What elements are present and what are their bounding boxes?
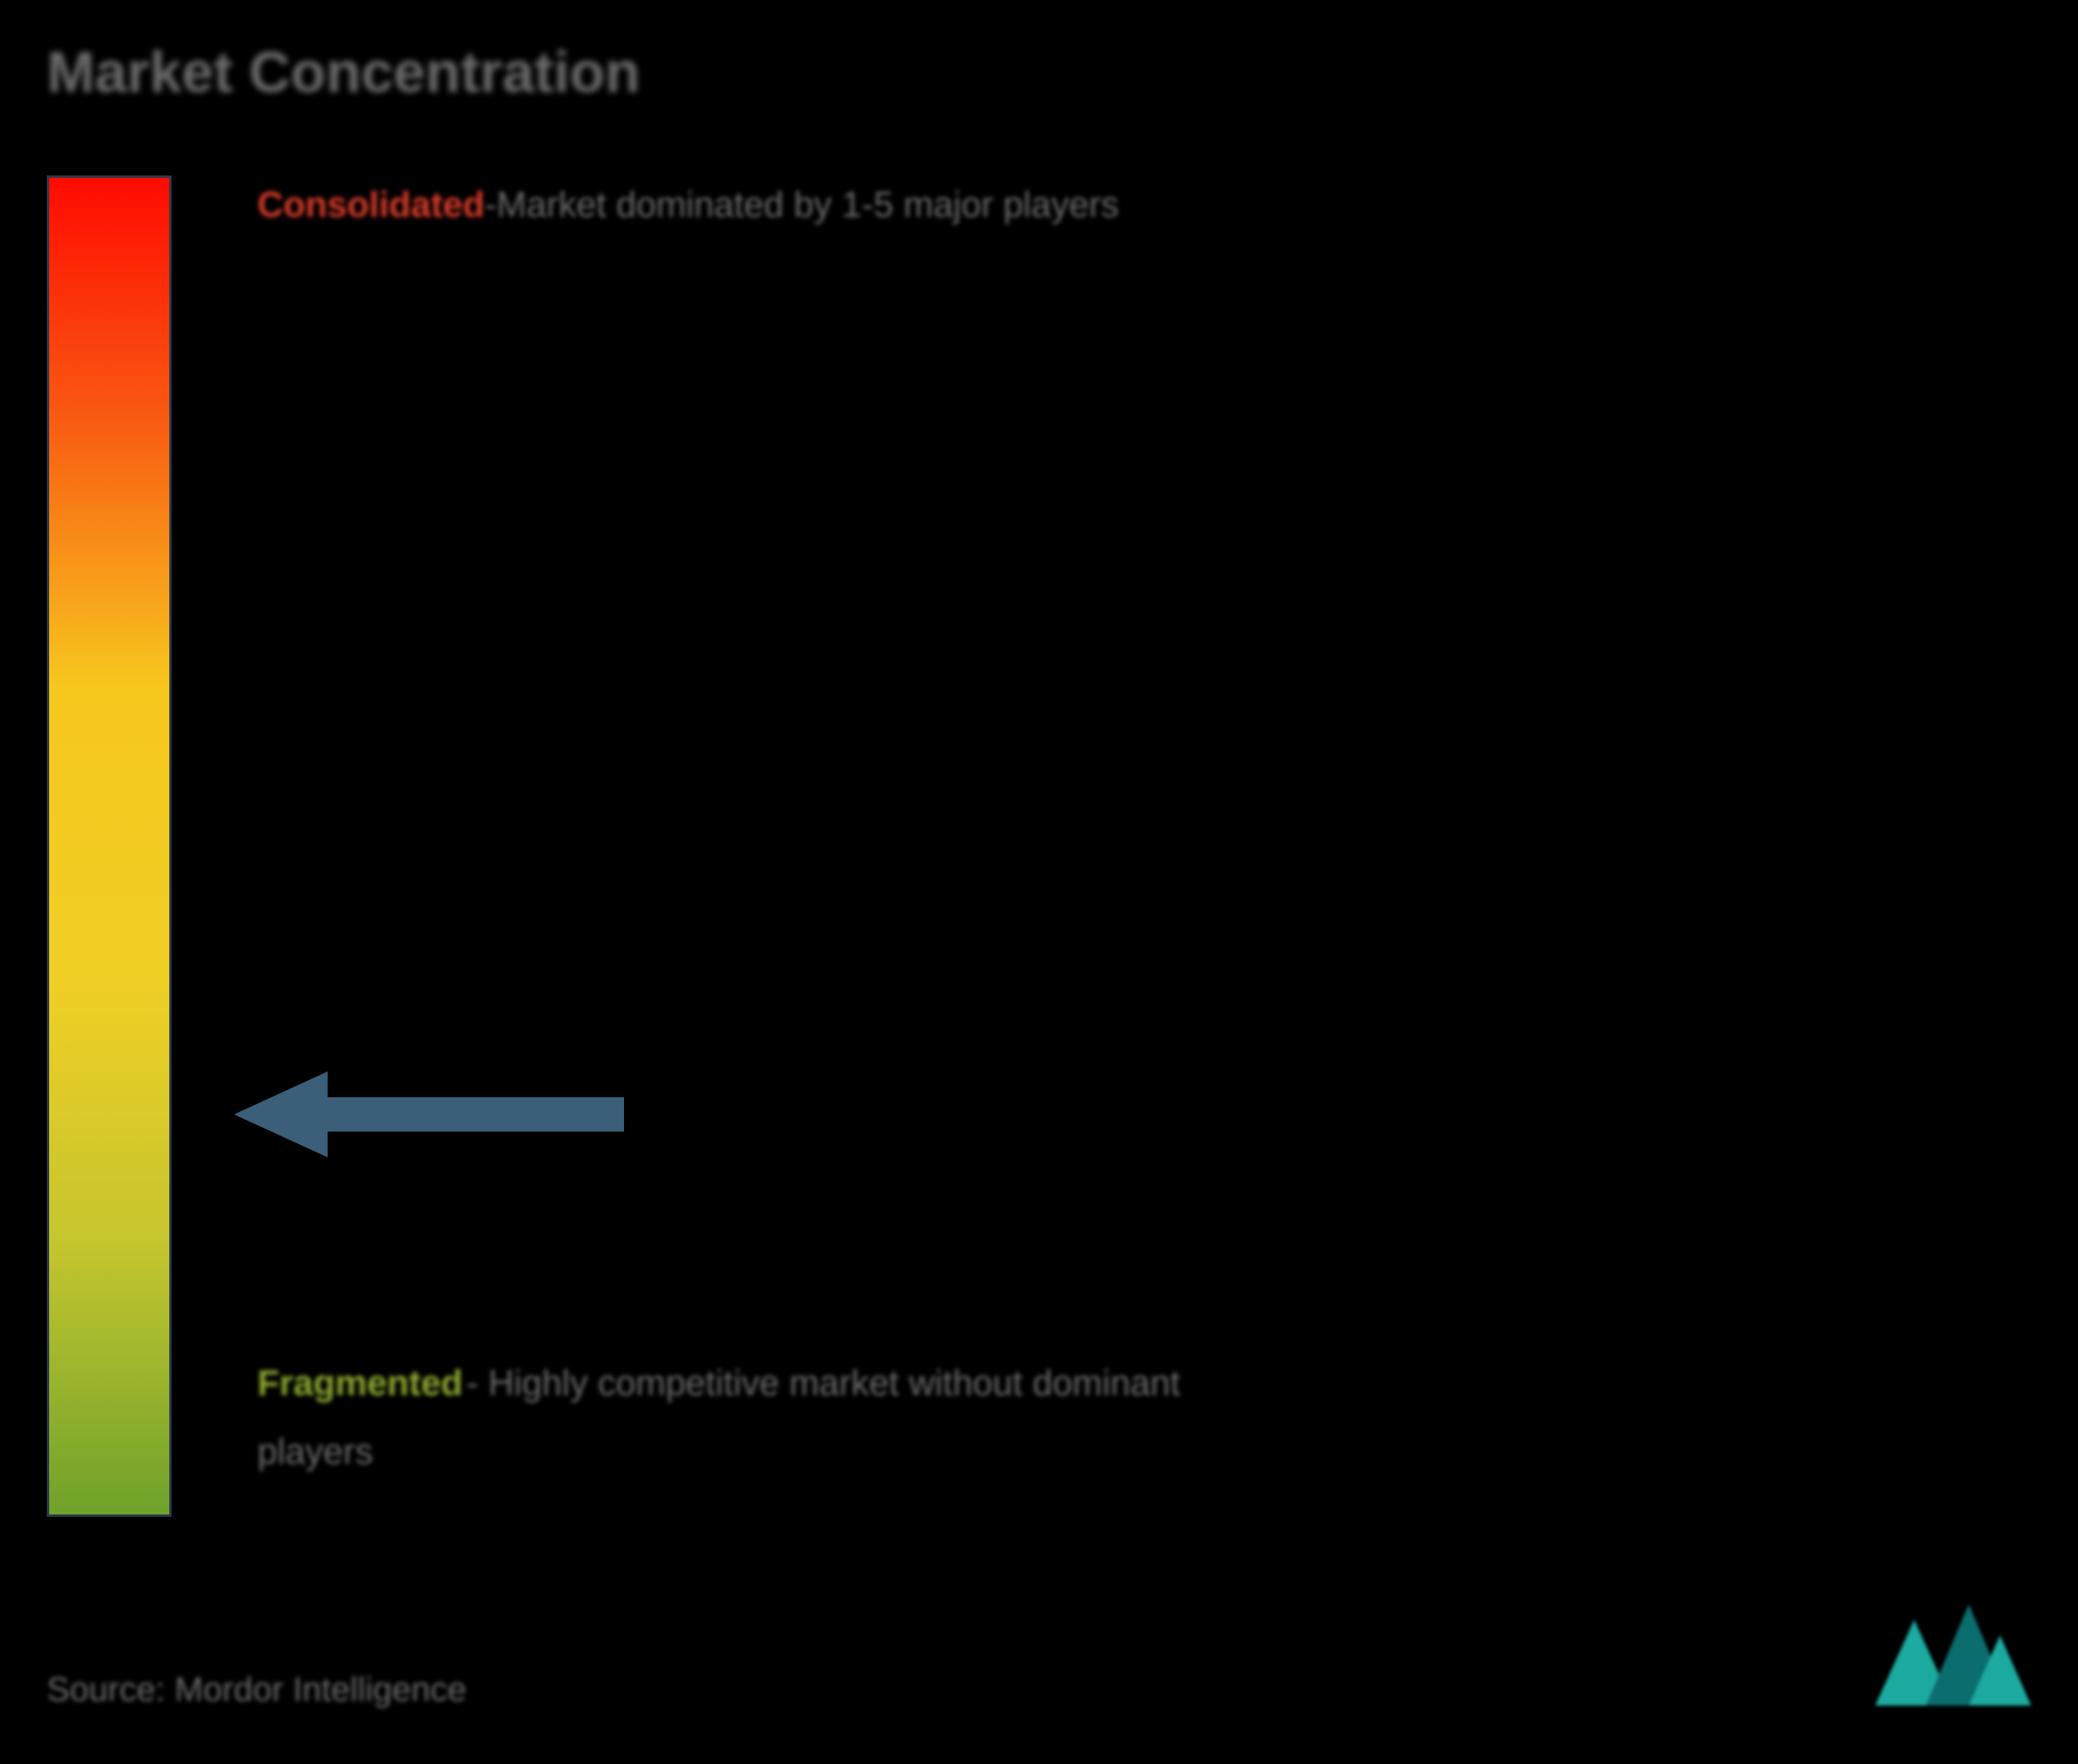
page-title: Market Concentration (47, 39, 2031, 105)
labels-column: Consolidated - Market dominated by 1-5 m… (257, 175, 2031, 1517)
footer-row: Source: Mordor Intelligence (47, 1596, 2031, 1709)
concentration-gradient-bar (47, 175, 172, 1517)
mordor-logo-icon (1875, 1596, 2031, 1706)
gradient-svg (49, 178, 169, 1514)
fragmented-highlight: Fragmented (257, 1362, 463, 1403)
root-container: Market Concentration Consolidated - Mark… (0, 0, 2078, 1764)
fragmented-label: Fragmented - Highly competitive market w… (257, 1349, 1875, 1486)
consolidated-label: Consolidated - Market dominated by 1-5 m… (257, 183, 1119, 225)
arrow-icon (234, 1064, 655, 1165)
fragmented-description-line2: players (257, 1431, 373, 1472)
source-attribution: Source: Mordor Intelligence (47, 1670, 466, 1709)
consolidated-separator: - (484, 183, 496, 225)
fragmented-separator: - (466, 1362, 488, 1403)
fragmented-description-line1: Highly competitive market without domina… (488, 1362, 1180, 1403)
position-arrow (234, 1064, 655, 1165)
consolidated-highlight: Consolidated (257, 183, 484, 225)
consolidated-description: Market dominated by 1-5 major players (497, 183, 1119, 225)
mordor-logo (1875, 1596, 2031, 1709)
content-row: Consolidated - Market dominated by 1-5 m… (47, 175, 2031, 1517)
